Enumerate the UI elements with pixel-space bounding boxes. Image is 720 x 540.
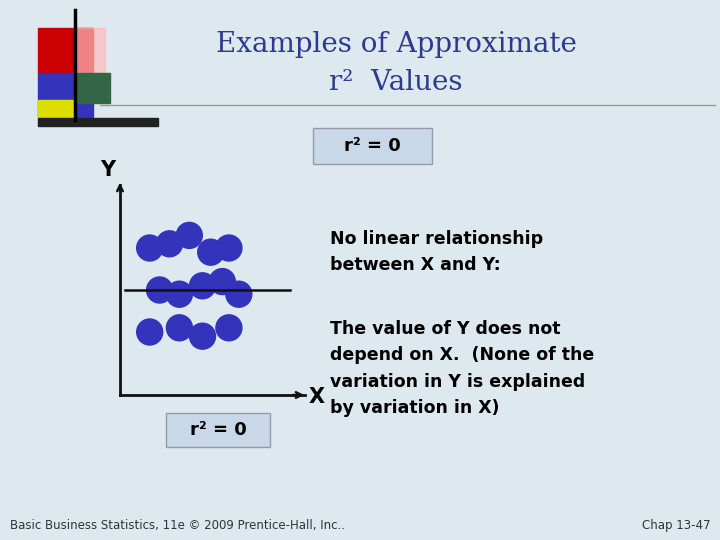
- Text: X: X: [309, 387, 325, 407]
- Bar: [75, 73, 110, 103]
- Circle shape: [137, 235, 163, 261]
- Text: Chap 13-47: Chap 13-47: [642, 519, 710, 532]
- Text: No linear relationship
between X and Y:: No linear relationship between X and Y:: [330, 230, 543, 274]
- Bar: [38, 28, 93, 73]
- Bar: [38, 100, 75, 118]
- Bar: [38, 118, 158, 126]
- Text: r² = 0: r² = 0: [344, 137, 401, 155]
- Circle shape: [156, 231, 182, 257]
- Circle shape: [210, 268, 235, 295]
- Circle shape: [189, 273, 215, 299]
- Text: Examples of Approximate: Examples of Approximate: [215, 31, 577, 58]
- Text: r²  Values: r² Values: [329, 69, 463, 96]
- FancyBboxPatch shape: [166, 413, 270, 447]
- Circle shape: [226, 281, 252, 307]
- Circle shape: [216, 235, 242, 261]
- Circle shape: [137, 319, 163, 345]
- Text: r² = 0: r² = 0: [189, 421, 246, 439]
- Text: Y: Y: [100, 160, 116, 180]
- Circle shape: [176, 222, 202, 248]
- Text: Basic Business Statistics, 11e © 2009 Prentice-Hall, Inc..: Basic Business Statistics, 11e © 2009 Pr…: [10, 519, 345, 532]
- Bar: [75, 28, 105, 73]
- Circle shape: [147, 277, 173, 303]
- FancyBboxPatch shape: [313, 128, 432, 164]
- Bar: [38, 73, 93, 118]
- Circle shape: [189, 323, 215, 349]
- Text: The value of Y does not
depend on X.  (None of the
variation in Y is explained
b: The value of Y does not depend on X. (No…: [330, 320, 594, 417]
- Circle shape: [166, 315, 192, 341]
- Circle shape: [166, 281, 192, 307]
- Circle shape: [216, 315, 242, 341]
- Circle shape: [198, 239, 224, 265]
